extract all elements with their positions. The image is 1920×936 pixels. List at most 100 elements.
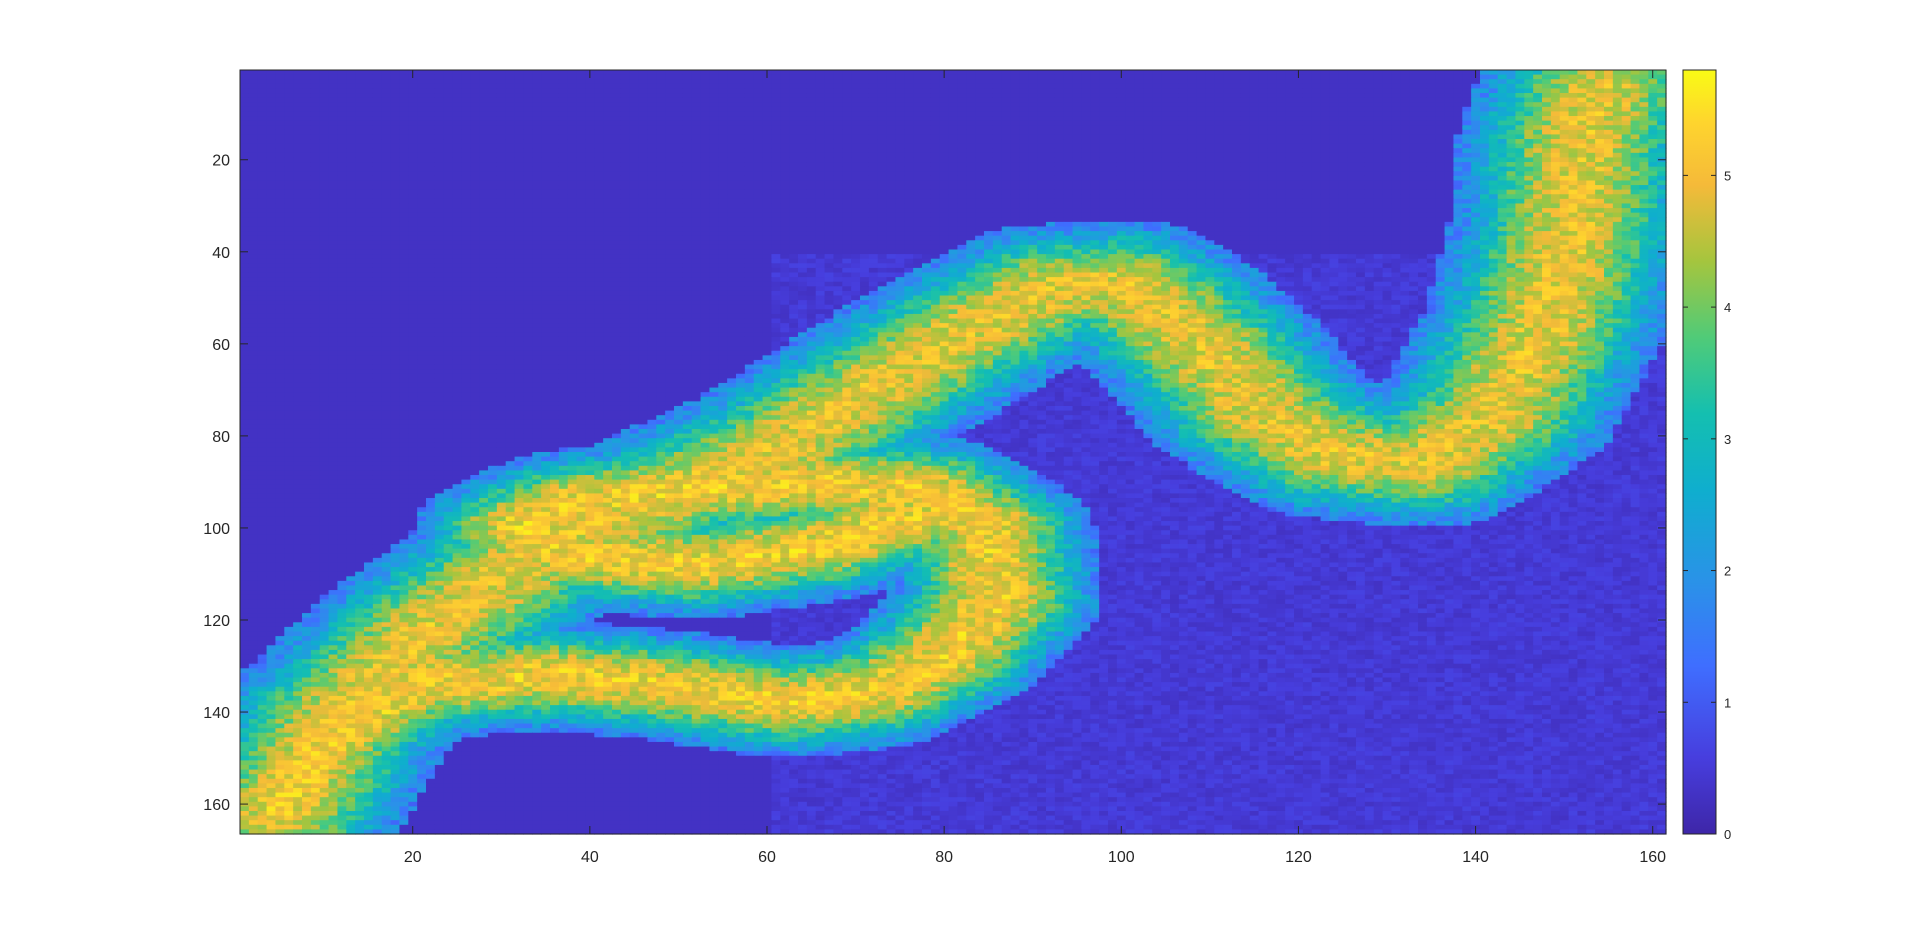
heatmap-cell [328, 74, 339, 80]
heatmap-cell [957, 175, 967, 182]
heatmap-cell [1639, 194, 1649, 200]
heatmap-cell [567, 129, 578, 136]
heatmap-cell [771, 70, 781, 76]
heatmap-cell [1621, 198, 1632, 205]
heatmap-cell [514, 208, 525, 214]
heatmap-cell [1471, 102, 1481, 108]
heatmap-cell [1612, 116, 1623, 122]
heatmap-cell [1533, 139, 1543, 145]
heatmap-cell [975, 88, 985, 94]
heatmap-cell [1134, 175, 1145, 182]
heatmap-cell [1462, 79, 1472, 85]
heatmap-cell [1046, 111, 1056, 117]
heatmap-cell [860, 203, 870, 209]
heatmap-cell [1488, 111, 1499, 117]
heatmap-cell [1108, 162, 1118, 168]
heatmap-cell [1223, 152, 1233, 159]
heatmap-cell [514, 148, 525, 154]
heatmap-cell [496, 180, 507, 186]
heatmap-cell [1550, 102, 1561, 108]
heatmap-cell [1621, 171, 1632, 177]
heatmap-cell [868, 157, 879, 163]
heatmap-cell [1435, 185, 1446, 191]
heatmap-cell [948, 139, 959, 145]
heatmap-cell [248, 175, 259, 182]
heatmap-cell [1533, 148, 1543, 154]
heatmap-cell [1497, 70, 1508, 76]
heatmap-cell [904, 180, 914, 186]
heatmap-cell [488, 74, 498, 80]
heatmap-cell [1116, 116, 1127, 122]
heatmap-cell [1471, 194, 1481, 200]
heatmap-cell [1302, 134, 1313, 140]
heatmap-cell [443, 208, 454, 214]
heatmap-cell [1125, 208, 1136, 214]
heatmap-cell [1488, 88, 1499, 94]
heatmap-cell [1612, 139, 1623, 145]
heatmap-cell [798, 120, 808, 126]
heatmap-cell [408, 134, 418, 140]
heatmap-cell [603, 152, 613, 159]
heatmap-cell [1134, 203, 1145, 209]
heatmap-cell [1302, 208, 1313, 214]
heatmap-cell [718, 189, 728, 195]
heatmap-cell [851, 83, 861, 90]
heatmap-cell [939, 194, 950, 200]
heatmap-cell [1063, 88, 1074, 94]
heatmap-cell [381, 162, 392, 168]
heatmap-cell [709, 83, 719, 90]
heatmap-cell [966, 134, 976, 140]
heatmap-cell [1081, 203, 1091, 209]
heatmap-cell [1524, 83, 1534, 90]
heatmap-cell [319, 93, 330, 99]
heatmap-cell [966, 93, 976, 99]
heatmap-cell [1409, 208, 1419, 214]
heatmap-cell [1108, 116, 1118, 122]
heatmap-cell [656, 134, 666, 140]
heatmap-cell [789, 102, 799, 108]
heatmap-cell [505, 97, 516, 103]
heatmap-cell [1338, 74, 1348, 80]
heatmap-cell [709, 129, 719, 136]
heatmap-cell [1232, 102, 1242, 108]
heatmap-cell [674, 162, 684, 168]
heatmap-cell [1072, 171, 1083, 177]
heatmap-cell [567, 102, 578, 108]
heatmap-cell [355, 74, 365, 80]
heatmap-cell [275, 83, 285, 90]
heatmap-cell [1187, 116, 1198, 122]
heatmap-cell [1577, 185, 1587, 191]
heatmap-cell [452, 102, 463, 108]
heatmap-cell [762, 111, 773, 117]
heatmap-cell [806, 93, 817, 99]
heatmap-cell [1453, 134, 1463, 140]
heatmap-cell [1621, 203, 1632, 209]
heatmap-cell [1586, 70, 1596, 76]
heatmap-cell [390, 203, 401, 209]
heatmap-cell [1559, 157, 1570, 163]
heatmap-cell [550, 83, 560, 90]
heatmap-cell [762, 194, 773, 200]
heatmap-cell [364, 125, 374, 131]
heatmap-cell [1639, 93, 1649, 99]
heatmap-cell [1311, 143, 1322, 149]
heatmap-cell [930, 88, 941, 94]
heatmap-cell [1657, 134, 1667, 140]
heatmap-cell [1249, 180, 1260, 186]
heatmap-cell [1294, 180, 1304, 186]
heatmap-cell [691, 180, 702, 186]
heatmap-cell [1471, 166, 1481, 172]
heatmap-cell [1143, 166, 1153, 172]
heatmap-cell [860, 102, 870, 108]
heatmap-cell [1648, 120, 1658, 126]
heatmap-cell [585, 120, 595, 126]
heatmap-cell [470, 166, 480, 172]
heatmap-cell [612, 88, 622, 94]
heatmap-cell [1604, 79, 1614, 85]
heatmap-cell [736, 102, 746, 108]
heatmap-cell [1258, 198, 1269, 205]
heatmap-cell [1586, 97, 1596, 103]
heatmap-cell [1081, 83, 1091, 90]
heatmap-cell [1356, 162, 1366, 168]
heatmap-cell [904, 93, 914, 99]
